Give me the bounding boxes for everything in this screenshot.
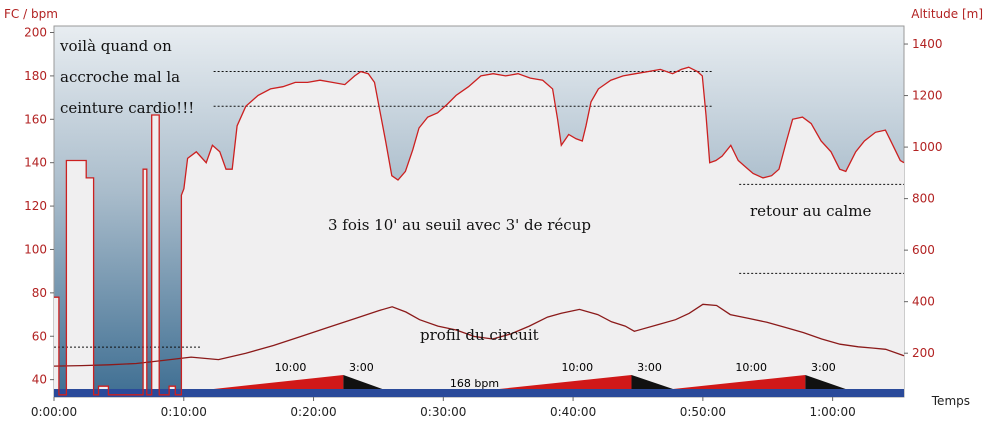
interval-ramp (213, 375, 344, 389)
zone-bar-strip (54, 389, 904, 397)
recovery-label: 3:00 (637, 361, 662, 374)
recovery-label: 3:00 (811, 361, 836, 374)
interval-label: 10:00 (275, 361, 307, 374)
altitude-line (53, 303, 905, 367)
y-right-tick-label: 1000 (912, 140, 943, 154)
y-left-tick-label: 200 (24, 26, 47, 40)
annotation-line: voilà quand on (59, 37, 172, 55)
left-axis-ticks: 40 60 80 100 120 140 160 180 200 (24, 26, 54, 387)
annotation-profile: profil du circuit (420, 326, 539, 344)
recovery-ramp (805, 375, 846, 389)
y-left-tick-label: 80 (32, 286, 47, 300)
interval-ramp (673, 375, 806, 389)
x-axis-title: Temps (931, 394, 970, 408)
annotation-top-left: voilà quand on accroche mal la ceinture … (59, 37, 194, 117)
y-left-tick-label: 160 (24, 112, 47, 126)
recovery-ramp (343, 375, 383, 389)
zone-threshold-label: 168 bpm (450, 377, 499, 390)
y-right-axis-title: Altitude [m] (911, 7, 983, 21)
x-tick-label: 0:50:00 (680, 405, 726, 419)
interval-label: 10:00 (561, 361, 593, 374)
y-left-tick-label: 60 (32, 329, 47, 343)
annotation-right: retour au calme (750, 202, 871, 220)
x-tick-label: 0:30:00 (420, 405, 466, 419)
y-left-tick-label: 100 (24, 242, 47, 256)
y-left-tick-label: 40 (32, 373, 47, 387)
y-right-tick-label: 1400 (912, 37, 943, 51)
x-tick-label: 0:10:00 (161, 405, 207, 419)
zone-bar: 10:00 10:00 10:00 3:00 3:00 3:00 168 bpm (54, 361, 904, 397)
recovery-label: 3:00 (349, 361, 374, 374)
x-tick-label: 0:00:00 (31, 405, 77, 419)
annotation-center: 3 fois 10' au seuil avec 3' de récup (328, 216, 591, 234)
x-tick-label: 1:00:00 (809, 405, 855, 419)
x-tick-label: 0:40:00 (550, 405, 596, 419)
right-axis-ticks: 200 400 600 800 1000 1200 1400 (904, 37, 943, 360)
y-right-tick-label: 800 (912, 192, 935, 206)
y-left-axis-title: FC / bpm (4, 7, 58, 21)
y-left-tick-label: 140 (24, 156, 47, 170)
interval-label: 10:00 (735, 361, 767, 374)
y-right-tick-label: 1200 (912, 89, 943, 103)
annotation-line: ceinture cardio!!! (60, 99, 194, 117)
y-left-tick-label: 180 (24, 69, 47, 83)
heart-rate-area (54, 67, 904, 397)
annotation-line: accroche mal la (60, 68, 180, 86)
y-left-tick-label: 120 (24, 199, 47, 213)
y-right-tick-label: 600 (912, 243, 935, 257)
x-axis-ticks: 0:00:00 0:10:00 0:20:00 0:30:00 0:40:00 0:50:… (31, 397, 856, 419)
dotted-guides (54, 71, 904, 348)
y-right-tick-label: 200 (912, 346, 935, 360)
x-tick-label: 0:20:00 (290, 405, 336, 419)
heart-rate-line (54, 66, 905, 396)
recovery-ramp (631, 375, 674, 389)
y-right-tick-label: 400 (912, 295, 935, 309)
interval-ramp (499, 375, 632, 389)
